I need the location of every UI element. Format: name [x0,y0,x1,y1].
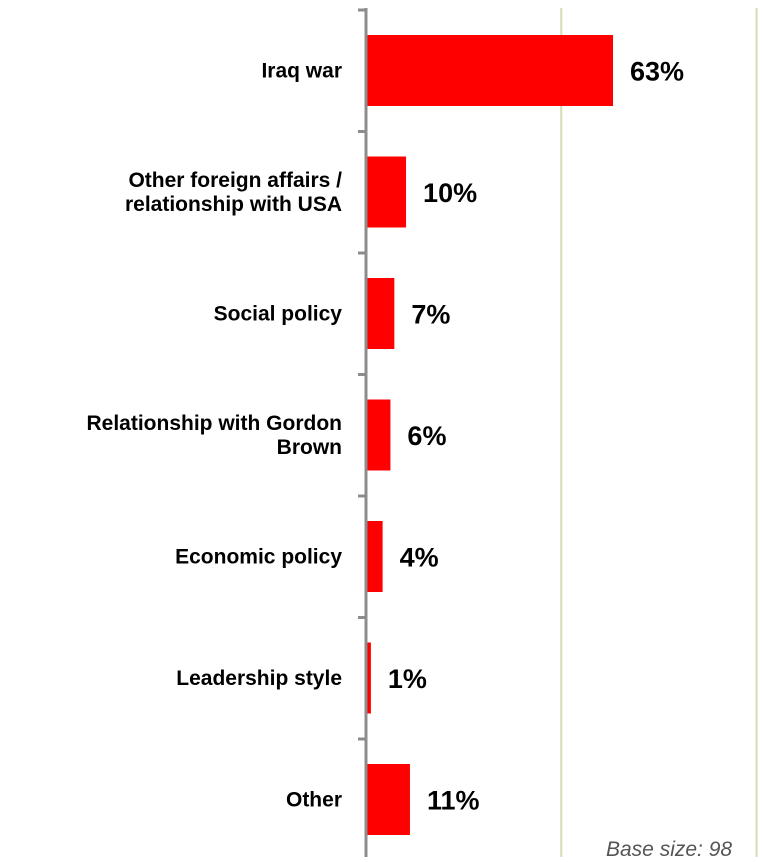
category-label-line: Brown [277,436,342,459]
category-label-line: Relationship with Gordon [87,412,343,435]
bar-0 [367,35,614,106]
data-label-4: 4% [400,543,439,573]
data-label-1: 10% [423,178,477,208]
category-label-line: Leadership style [176,667,342,690]
bar-2 [367,278,395,349]
data-labels: 63% 10% 7% 6% 4% 1% 11% [388,57,684,816]
category-label-4: Economic policy [175,546,342,569]
data-label-3: 6% [407,421,446,451]
gridlines [560,8,758,857]
bar-6 [367,764,410,835]
data-label-5: 1% [388,664,427,694]
data-label-6: 11% [427,786,480,816]
category-label-line: Social policy [214,303,343,326]
category-label-3: Relationship with Gordon Brown [87,412,343,459]
bar-1 [367,156,407,228]
category-labels: Iraq war Other foreign affairs / relations… [87,60,343,812]
bar-3 [367,399,391,471]
bar-5 [367,642,371,714]
category-label-line: Other [286,789,342,812]
category-axis [358,8,368,857]
category-label-5: Leadership style [176,667,342,690]
category-label-0: Iraq war [261,60,342,83]
data-label-0: 63% [630,57,684,87]
bar-4 [367,521,383,592]
category-label-2: Social policy [214,303,343,326]
category-label-line: Iraq war [261,60,342,83]
category-label-line: Economic policy [175,546,342,569]
category-label-line: relationship with USA [125,193,342,216]
base-size-note: Base size: 98 [606,838,733,861]
category-label-6: Other [286,789,342,812]
bars [367,35,614,835]
category-label-1: Other foreign affairs / relationship with… [125,169,342,216]
data-label-2: 7% [411,300,450,330]
category-label-line: Other foreign affairs / [128,169,342,192]
